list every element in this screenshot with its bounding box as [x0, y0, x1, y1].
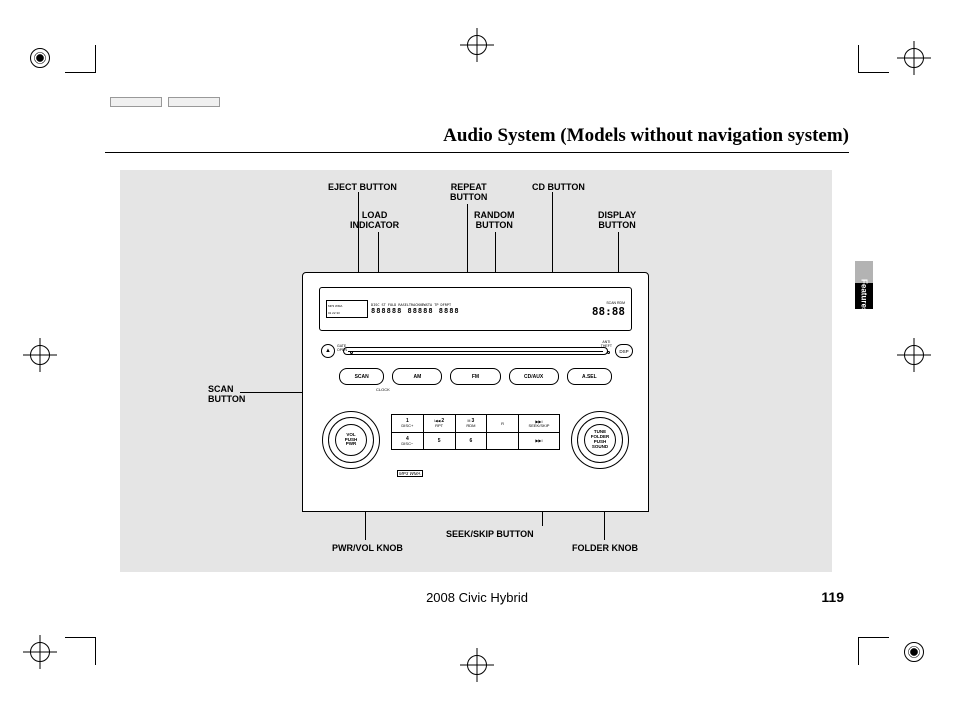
label-scan: SCAN BUTTON	[208, 384, 245, 405]
preset-blank[interactable]	[487, 433, 519, 449]
seek-skip-fwd[interactable]: ▶▶ISEEK/SKIP	[519, 415, 559, 432]
seek-skip-fwd-2[interactable]: ▶▶I	[519, 433, 559, 449]
lcd-segments: DISC ST FOLD RASELTRACKNEWSTA TP DFRPT 8…	[371, 300, 583, 318]
asel-button[interactable]: A.SEL	[567, 368, 612, 385]
crop-mark	[859, 72, 889, 73]
anti-theft-led	[607, 351, 610, 354]
title-rule	[105, 152, 849, 153]
bottom-panel: VOL PUSH PWR TUNE FOLDER PUSH SOUND 1DIS…	[317, 393, 634, 499]
am-button[interactable]: AM	[392, 368, 442, 385]
label-repeat: REPEAT BUTTON	[450, 182, 487, 203]
mp3-wma-label: MP3 WMA	[397, 470, 423, 477]
lcd-clock: 88:88	[583, 305, 625, 318]
page-number: 119	[821, 589, 844, 605]
diagram-box: EJECT BUTTON LOAD INDICATOR REPEAT BUTTO…	[120, 170, 832, 572]
source-button-row: SCAN AM FM CD/AUX A.SEL	[339, 368, 612, 385]
page-title: Audio System (Models without navigation …	[443, 125, 849, 147]
display-button[interactable]: DSP	[615, 344, 633, 358]
preset-1[interactable]: 1DISC+	[392, 415, 424, 432]
registration-mark	[30, 48, 50, 68]
registration-mark	[904, 48, 924, 68]
lcd-display: MP3 WMA 01 22 33 DISC ST FOLD RASELTRACK…	[319, 287, 632, 331]
clock-label: CLOCK	[376, 387, 390, 392]
crop-mark	[95, 637, 96, 665]
preset-5[interactable]: 5	[424, 433, 456, 449]
anti-theft-label: ANTI THEFT	[601, 341, 612, 348]
lcd-indicator-block: MP3 WMA 01 22 33	[326, 300, 368, 318]
crop-mark	[859, 637, 889, 638]
fm-button[interactable]: FM	[450, 368, 500, 385]
registration-mark	[467, 655, 487, 675]
preset-4[interactable]: 4DISC−	[392, 433, 424, 449]
preset-6[interactable]: 6	[456, 433, 488, 449]
crop-mark	[858, 45, 859, 73]
label-pwr-vol: PWR/VOL KNOB	[332, 543, 403, 553]
eject-button[interactable]: ▲	[321, 344, 335, 358]
registration-mark	[904, 345, 924, 365]
registration-mark	[467, 35, 487, 55]
tune-folder-knob[interactable]: TUNE FOLDER PUSH SOUND	[571, 411, 629, 469]
cd-aux-button[interactable]: CD/AUX	[509, 368, 559, 385]
label-folder: FOLDER KNOB	[572, 543, 638, 553]
registration-mark	[30, 345, 50, 365]
preset-3[interactable]: M 3RDM	[456, 415, 488, 432]
preset-2[interactable]: I◀◀ 2RPT	[424, 415, 456, 432]
crop-mark	[65, 637, 95, 638]
volume-power-knob[interactable]: VOL PUSH PWR	[322, 411, 380, 469]
label-eject: EJECT BUTTON	[328, 182, 397, 192]
preset-mid[interactable]: R	[487, 415, 519, 432]
crop-mark	[95, 45, 96, 73]
label-display: DISPLAY BUTTON	[598, 210, 636, 231]
stereo-faceplate: MP3 WMA 01 22 33 DISC ST FOLD RASELTRACK…	[302, 272, 649, 512]
label-random: RANDOM BUTTON	[474, 210, 515, 231]
label-cd: CD BUTTON	[532, 182, 585, 192]
crop-mark	[65, 72, 95, 73]
crop-mark	[858, 637, 859, 665]
registration-mark	[904, 642, 924, 662]
color-bar	[110, 97, 220, 107]
registration-mark	[30, 642, 50, 662]
cd-slot[interactable]	[343, 347, 608, 355]
preset-grid: 1DISC+ I◀◀ 2RPT M 3RDM R ▶▶ISEEK/SKIP 4D…	[391, 414, 560, 450]
footer-model: 2008 Civic Hybrid	[426, 590, 528, 605]
label-seek-skip: SEEK/SKIP BUTTON	[446, 529, 534, 539]
scan-button[interactable]: SCAN	[339, 368, 384, 385]
side-tab-features: Features	[855, 283, 873, 309]
